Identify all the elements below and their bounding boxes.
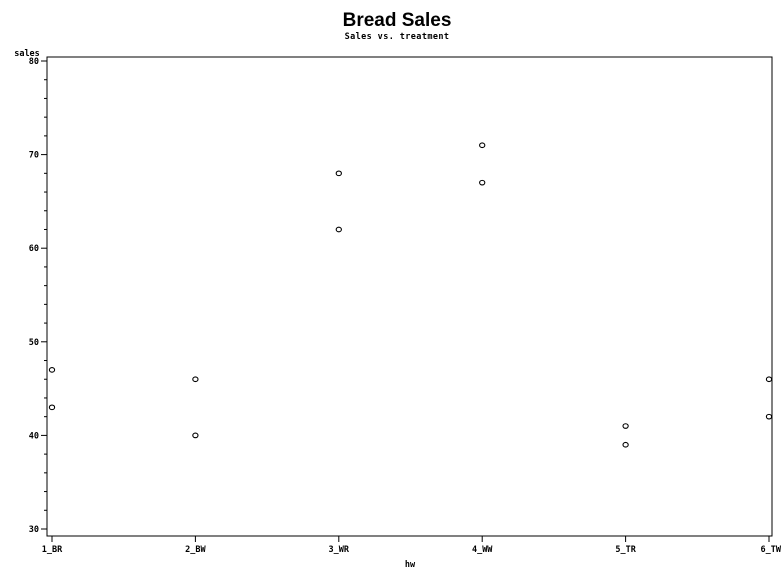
x-tick-label: 2_BW [185,545,206,555]
data-point [765,413,773,420]
x-tick-label: 3_WR [329,545,350,555]
x-tick-label: 6_TW [761,545,782,555]
data-point [479,179,486,186]
data-point [192,376,199,383]
x-tick-label: 4_WW [472,545,493,555]
data-point [622,423,629,429]
y-tick-label: 70 [29,151,39,161]
x-axis-label: hw [405,560,416,569]
data-points [48,142,773,448]
chart-subtitle: Sales vs. treatment [345,32,450,42]
data-point [479,142,486,149]
chart-title: Bread Sales [343,10,452,31]
data-point [335,226,342,233]
y-axis-label: sales [14,49,40,59]
data-point [48,404,56,411]
y-tick-label: 60 [29,244,39,254]
y-tick-label: 30 [29,525,39,535]
y-tick-label: 80 [29,57,39,67]
plot-frame [46,56,773,537]
y-tick-label: 40 [29,431,39,441]
y-tick-label: 50 [29,338,39,348]
y-axis: 30 40 50 60 70 80 [29,57,47,535]
data-point [765,376,773,383]
x-tick-label: 1_BR [42,545,63,555]
data-point [48,367,56,373]
data-point [335,170,342,177]
x-tick-label: 5_TR [615,545,636,555]
data-point [192,432,199,439]
x-axis: 1_BR 2_BW 3_WR 4_WW 5_TR 6_TW [42,536,782,555]
data-point [622,441,629,448]
